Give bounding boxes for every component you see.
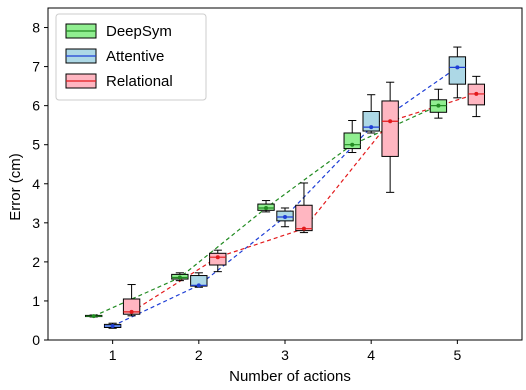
- box-deepsym-5: [429, 88, 448, 119]
- mean-point: [388, 119, 393, 124]
- mean-point: [215, 255, 220, 260]
- mean-point: [196, 283, 201, 288]
- box-relational-2: [209, 249, 227, 273]
- mean-point: [369, 125, 374, 130]
- box-iqr: [381, 100, 399, 157]
- legend-label-relational: Relational: [106, 73, 173, 90]
- box-attentive-5: [448, 46, 467, 99]
- mean-point: [91, 314, 96, 319]
- mean-point: [474, 91, 479, 96]
- y-tick-label: 0: [32, 332, 40, 348]
- box-relational-4: [381, 81, 399, 193]
- legend-label-deepsym: DeepSym: [106, 23, 172, 40]
- mean-point: [455, 65, 460, 70]
- mean-point: [110, 323, 115, 328]
- box-deepsym-1: [84, 314, 103, 319]
- box-attentive-2: [190, 272, 208, 288]
- y-tick-label: 4: [32, 176, 40, 192]
- mean-point: [264, 205, 269, 210]
- plot-layer: [84, 46, 486, 329]
- mean-point: [436, 103, 441, 108]
- y-tick-label: 1: [32, 293, 40, 309]
- mean-line-attentive: [112, 66, 458, 327]
- y-axis-label: Error (cm): [7, 153, 24, 221]
- axes-layer: 0 1 2 3 4 5 6 7 8 1 2 3 4 5: [32, 7, 523, 363]
- x-tick-label: 1: [109, 347, 117, 363]
- box-relational-1: [122, 284, 141, 317]
- x-tick-label: 2: [195, 347, 203, 363]
- mean-point: [350, 142, 355, 147]
- x-tick-label: 3: [281, 347, 289, 363]
- box-deepsym-4: [343, 119, 361, 154]
- mean-point: [301, 226, 306, 231]
- mean-point: [283, 214, 287, 219]
- box-deepsym-2: [171, 272, 189, 282]
- box-attentive-1: [103, 322, 122, 329]
- y-tick-label: 8: [32, 20, 40, 36]
- box-deepsym-3: [257, 200, 275, 213]
- legend: DeepSym Attentive Relational: [55, 13, 207, 101]
- y-tick-label: 2: [32, 254, 40, 270]
- y-tick-label: 7: [32, 59, 40, 75]
- box-attentive-3: [276, 207, 294, 228]
- legend-label-attentive: Attentive: [106, 48, 164, 65]
- y-tick-label: 3: [32, 215, 40, 231]
- mean-point: [129, 309, 134, 314]
- x-tick-label: 4: [367, 347, 375, 363]
- mean-point: [177, 275, 182, 280]
- x-tick-label: 5: [453, 347, 461, 363]
- box-relational-5: [467, 75, 486, 118]
- box-iqr: [448, 56, 467, 85]
- box-iqr: [122, 298, 141, 315]
- box-relational-3: [295, 182, 313, 234]
- y-tick-label: 6: [32, 98, 40, 114]
- box-iqr: [362, 111, 380, 132]
- x-axis-label: Number of actions: [229, 368, 351, 385]
- y-tick-label: 5: [32, 137, 40, 153]
- box-attentive-4: [362, 94, 380, 134]
